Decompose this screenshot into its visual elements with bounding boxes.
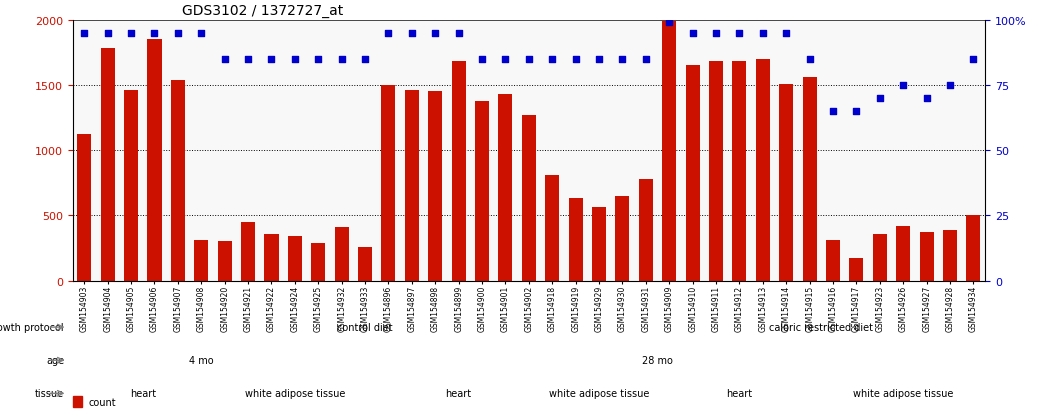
Text: GDS3102 / 1372727_at: GDS3102 / 1372727_at [183,4,343,18]
Point [919,95,935,102]
Point [122,31,139,37]
Bar [335,228,348,281]
Point [193,31,209,37]
Bar [311,243,326,281]
Bar [288,237,302,281]
Bar [920,233,933,281]
Point [381,31,397,37]
Point [474,56,491,63]
Point [802,56,818,63]
Point [450,31,467,37]
Bar [475,101,489,281]
Bar [452,62,466,281]
Point [100,31,116,37]
Point [824,108,841,115]
Bar [78,135,91,281]
Bar [241,222,255,281]
Point [684,31,701,37]
Text: heart: heart [726,388,753,399]
Text: percentile rank within the sample: percentile rank within the sample [88,412,253,413]
Bar [803,78,817,281]
Text: white adipose tissue: white adipose tissue [853,388,953,399]
Point [217,56,233,63]
Bar [615,196,629,281]
Bar [264,234,279,281]
Bar [568,199,583,281]
Bar [663,22,676,281]
Point [965,56,982,63]
Bar [849,258,864,281]
Bar [826,240,840,281]
Point [333,56,349,63]
Point [778,31,794,37]
Text: 4 mo: 4 mo [189,355,214,366]
Bar [101,49,115,281]
Bar [896,226,910,281]
Point [848,108,865,115]
Point [567,56,584,63]
Point [661,20,677,26]
Bar [592,208,606,281]
Point [427,31,444,37]
Point [240,56,256,63]
Point [544,56,561,63]
Bar [404,91,419,281]
Bar [639,179,653,281]
Bar [171,81,185,281]
Bar [685,66,700,281]
Text: white adipose tissue: white adipose tissue [245,388,345,399]
Text: heart: heart [446,388,472,399]
Bar [873,235,887,281]
Bar [756,60,769,281]
Bar [428,92,443,281]
Point [731,31,748,37]
Bar [779,84,793,281]
Bar [73,396,82,407]
Bar [124,91,138,281]
Point [708,31,725,37]
Text: 28 mo: 28 mo [642,355,673,366]
Point [755,31,772,37]
Bar [499,95,512,281]
Point [591,56,608,63]
Text: white adipose tissue: white adipose tissue [549,388,649,399]
Point [942,83,958,89]
Point [521,56,537,63]
Point [497,56,513,63]
Text: tissue: tissue [35,388,64,399]
Point [76,31,92,37]
Text: caloric restricted diet: caloric restricted diet [769,322,873,332]
Bar [382,86,395,281]
Bar [194,240,208,281]
Point [638,56,654,63]
Bar [218,242,231,281]
Point [871,95,888,102]
Bar [943,230,957,281]
Point [146,31,163,37]
Point [614,56,630,63]
Bar [522,116,536,281]
Text: heart: heart [130,388,156,399]
Text: count: count [88,396,116,406]
Point [170,31,187,37]
Bar [709,62,723,281]
Text: growth protocol: growth protocol [0,322,64,332]
Text: control diet: control diet [337,322,393,332]
Point [286,56,303,63]
Point [310,56,327,63]
Bar [358,247,372,281]
Point [263,56,280,63]
Point [403,31,420,37]
Bar [545,176,559,281]
Bar [147,40,162,281]
Point [895,83,912,89]
Text: age: age [46,355,64,366]
Bar [966,216,980,281]
Bar [732,62,747,281]
Point [357,56,373,63]
